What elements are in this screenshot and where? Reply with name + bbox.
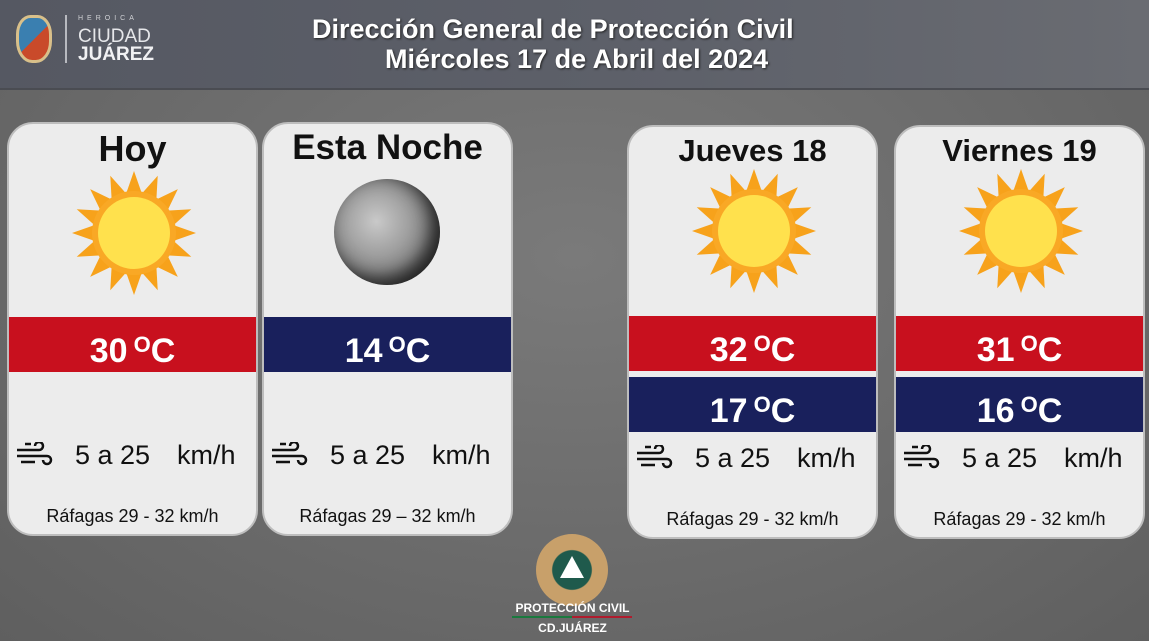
gusts-unit: km/h [436,506,476,526]
forecast-card: Hoy 30 OC 5 a 25 km/h Ráfagas 29 - 32 km/h [7,122,258,536]
header: HEROICA CIUDAD JUÁREZ Dirección General … [0,0,1149,90]
min-temp: 14 [344,332,383,370]
min-temp-band: 14 OC [264,317,511,372]
gusts-value: 29 - 32 [738,509,795,529]
gusts-unit: km/h [1066,509,1106,529]
footer-line1: PROTECCIÓN CIVIL [515,601,630,615]
gusts-value: 29 - 32 [118,506,175,526]
footer-line2: CD.JUÁREZ [538,621,607,635]
temp-unit: C [770,331,796,369]
wind-icon [902,443,942,478]
min-temp-band: 16 OC [896,377,1143,432]
temp-unit: C [1037,331,1063,369]
max-temp: 32 [709,331,748,369]
temp-unit: C [1037,392,1063,430]
temp-unit: C [405,332,431,370]
max-temp-band: 32 OC [629,316,876,371]
max-temp-band: 30 OC [9,317,256,372]
page-date: Miércoles 17 de Abril del 2024 [385,44,769,74]
wind-icon [635,443,675,478]
flag-stripe [512,616,632,618]
sun-icon [691,168,817,294]
forecast-card: Viernes 19 31 OC 16 OC 5 a 25 km/h Ráfagas 29 … [894,125,1145,539]
wind-speed: 5 a 25 [695,443,771,473]
sun-icon [71,170,197,296]
wind-unit: km/h [1064,443,1123,473]
wind-unit: km/h [432,440,491,470]
gusts-label: Ráfagas [299,506,367,526]
page-title: Dirección General de Protección Civil [312,14,794,44]
wind-icon [15,440,55,475]
max-temp-band: 31 OC [896,316,1143,371]
gusts-value: 29 – 32 [371,506,432,526]
gusts-row: Ráfagas 29 – 32 km/h [264,506,511,527]
wind-unit: km/h [797,443,856,473]
city-crest-logo [16,15,52,63]
temp-unit: C [770,392,796,430]
wind-unit: km/h [177,440,236,470]
gusts-row: Ráfagas 29 - 32 km/h [629,509,876,530]
gusts-unit: km/h [179,506,219,526]
divider [65,15,67,63]
gusts-unit: km/h [799,509,839,529]
gusts-label: Ráfagas [666,509,734,529]
gusts-value: 29 - 32 [1005,509,1062,529]
max-temp: 30 [89,332,128,370]
logo-ciudad: CIUDAD [78,26,151,47]
wind-speed: 5 a 25 [75,440,151,470]
forecast-card: Esta Noche 14 OC 5 a 25 km/h Ráfagas 29 – 32… [262,122,513,536]
min-temp-band: 17 OC [629,377,876,432]
logo-heroica: HEROICA [78,15,138,22]
gusts-label: Ráfagas [46,506,114,526]
triangle-icon [560,556,584,578]
card-title: Hoy [98,128,167,169]
forecast-card: Jueves 18 32 OC 17 OC 5 a 25 km/h Ráfagas 29 -… [627,125,878,539]
gusts-row: Ráfagas 29 - 32 km/h [896,509,1143,530]
gusts-label: Ráfagas [933,509,1001,529]
wind-icon [270,440,310,475]
card-title: Esta Noche [292,128,483,167]
wind-speed: 5 a 25 [330,440,406,470]
wind-speed: 5 a 25 [962,443,1038,473]
temp-unit: C [150,332,176,370]
min-temp: 16 [976,392,1015,430]
moon-icon [334,179,440,285]
sun-icon [958,168,1084,294]
logo-juarez: JUÁREZ [78,44,155,65]
min-temp: 17 [709,392,748,430]
card-title: Viernes 19 [942,133,1097,168]
gusts-row: Ráfagas 29 - 32 km/h [9,506,256,527]
card-title: Jueves 18 [678,133,827,168]
max-temp: 31 [976,331,1015,369]
proteccion-civil-logo [536,534,608,606]
